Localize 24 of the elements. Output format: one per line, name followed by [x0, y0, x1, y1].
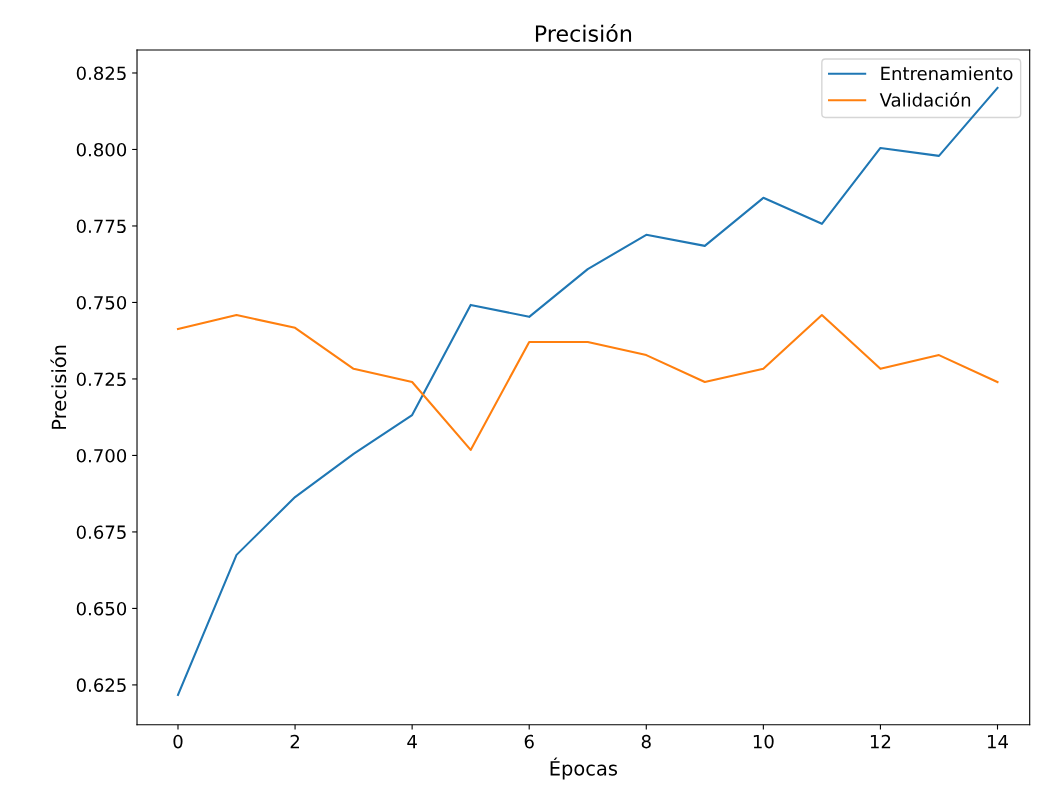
chart-title: Precisión: [535, 23, 632, 43]
y-tick-label: 0.775: [76, 219, 126, 234]
y-tick-label: 0.675: [76, 525, 126, 540]
y-tick-label: 0.625: [76, 678, 126, 693]
x-tick-label: 12: [870, 734, 891, 749]
legend-label: Entrenamiento: [881, 66, 1013, 81]
y-tick-label: 0.800: [76, 142, 127, 157]
x-tick-label: 10: [753, 734, 774, 749]
legend-label: Validación: [879, 92, 971, 107]
y-axis-title: Precisión: [50, 345, 67, 429]
line-series: [176, 86, 999, 697]
y-tick-label: 0.750: [76, 295, 127, 310]
x-tick-label: 4: [407, 734, 417, 749]
line-series: [176, 313, 999, 451]
y-tick-label: 0.650: [76, 601, 127, 616]
x-tick-label: 6: [524, 734, 534, 749]
x-tick-label: 8: [641, 734, 651, 749]
y-tick-label: 0.700: [76, 448, 127, 463]
x-axis-title: Épocas: [550, 757, 618, 780]
x-tick-label: 0: [173, 734, 183, 749]
y-tick-label: 0.725: [76, 372, 126, 387]
x-tick-label: 2: [290, 734, 299, 749]
x-tick-label: 14: [988, 734, 1008, 749]
y-tick-label: 0.825: [76, 66, 126, 81]
